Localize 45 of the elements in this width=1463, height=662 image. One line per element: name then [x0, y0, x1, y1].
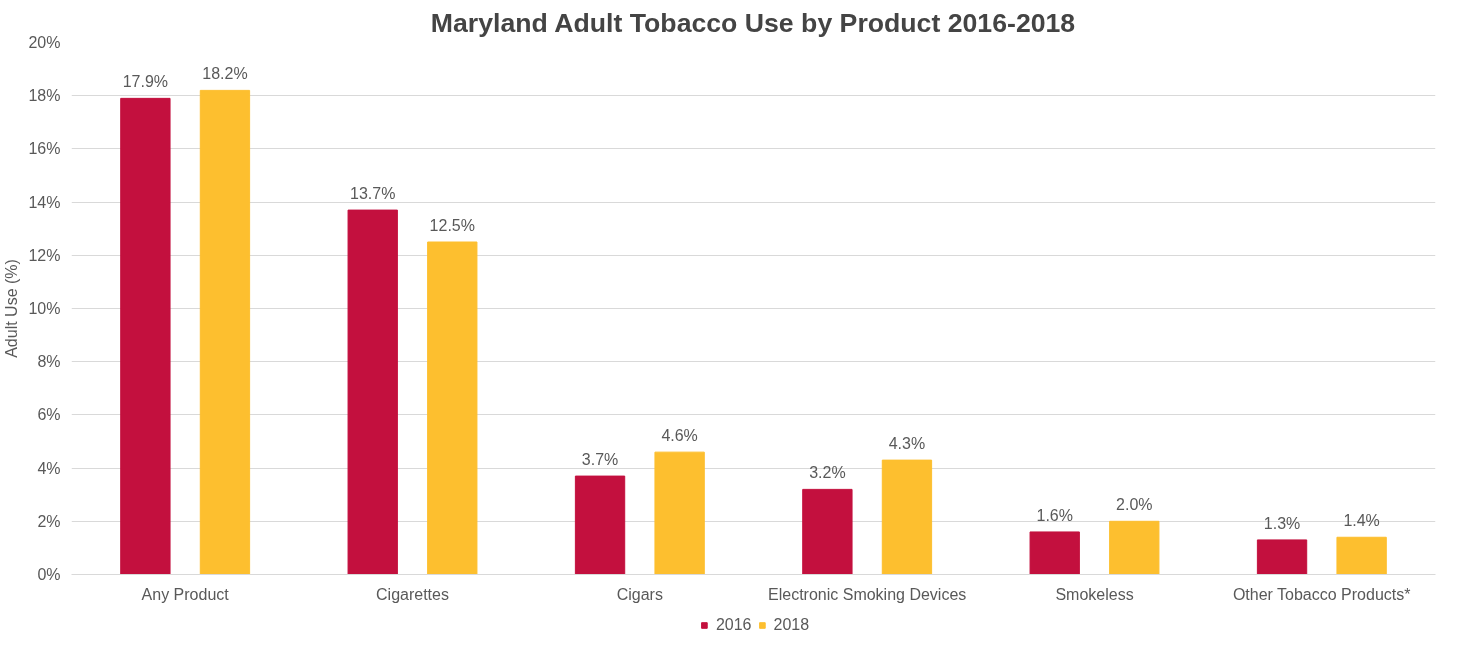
data-label: 1.4%: [1343, 512, 1380, 530]
x-tick-label: Any Product: [141, 585, 230, 603]
bar: [1336, 536, 1387, 575]
bar: [881, 459, 933, 575]
bar: [120, 97, 171, 575]
data-label: 2.0%: [1116, 496, 1153, 514]
bar: [199, 89, 251, 575]
y-tick-label: 16%: [28, 140, 61, 158]
bar: [654, 451, 705, 575]
y-tick-label: 12%: [28, 246, 61, 264]
y-tick-label: 18%: [28, 87, 61, 105]
y-tick-label: 14%: [28, 193, 61, 211]
legend-label: 2016: [715, 616, 752, 634]
bar: [1109, 520, 1160, 575]
bar: [1256, 539, 1308, 575]
data-label: 3.2%: [809, 464, 846, 482]
data-label: 4.3%: [888, 435, 926, 453]
data-label: 12.5%: [429, 217, 475, 234]
legend-label: 2018: [773, 616, 810, 634]
data-label: 1.6%: [1036, 506, 1073, 524]
bar: [427, 241, 478, 575]
y-tick-label: 2%: [37, 512, 61, 530]
x-tick-label: Electronic Smoking Devices: [768, 585, 967, 603]
y-tick-label: 8%: [37, 353, 61, 371]
y-axis-title: Adult Use (%): [3, 259, 21, 358]
x-tick-label: Other Tobacco Products*: [1232, 585, 1411, 603]
data-label: 1.3%: [1263, 514, 1301, 532]
data-label: 18.2%: [202, 65, 248, 83]
bar: [574, 475, 626, 575]
bar: [1029, 531, 1080, 575]
x-tick-label: Cigarettes: [376, 585, 449, 603]
y-tick-label: 4%: [37, 459, 61, 477]
y-tick-label: 10%: [28, 300, 61, 317]
y-tick-label: 20%: [28, 34, 61, 51]
chart-title: Maryland Adult Tobacco Use by Product 2016-2018: [430, 7, 1076, 38]
data-label: 17.9%: [122, 73, 169, 91]
bar: [802, 488, 853, 575]
data-label: 3.7%: [581, 451, 619, 469]
y-tick-label: 6%: [37, 406, 61, 424]
data-label: 13.7%: [350, 185, 396, 203]
x-tick-label: Smokeless: [1055, 585, 1134, 603]
y-tick-label: 0%: [37, 566, 61, 583]
data-label: 4.6%: [661, 427, 698, 445]
bar: [347, 209, 398, 575]
x-tick-label: Cigars: [616, 585, 663, 603]
